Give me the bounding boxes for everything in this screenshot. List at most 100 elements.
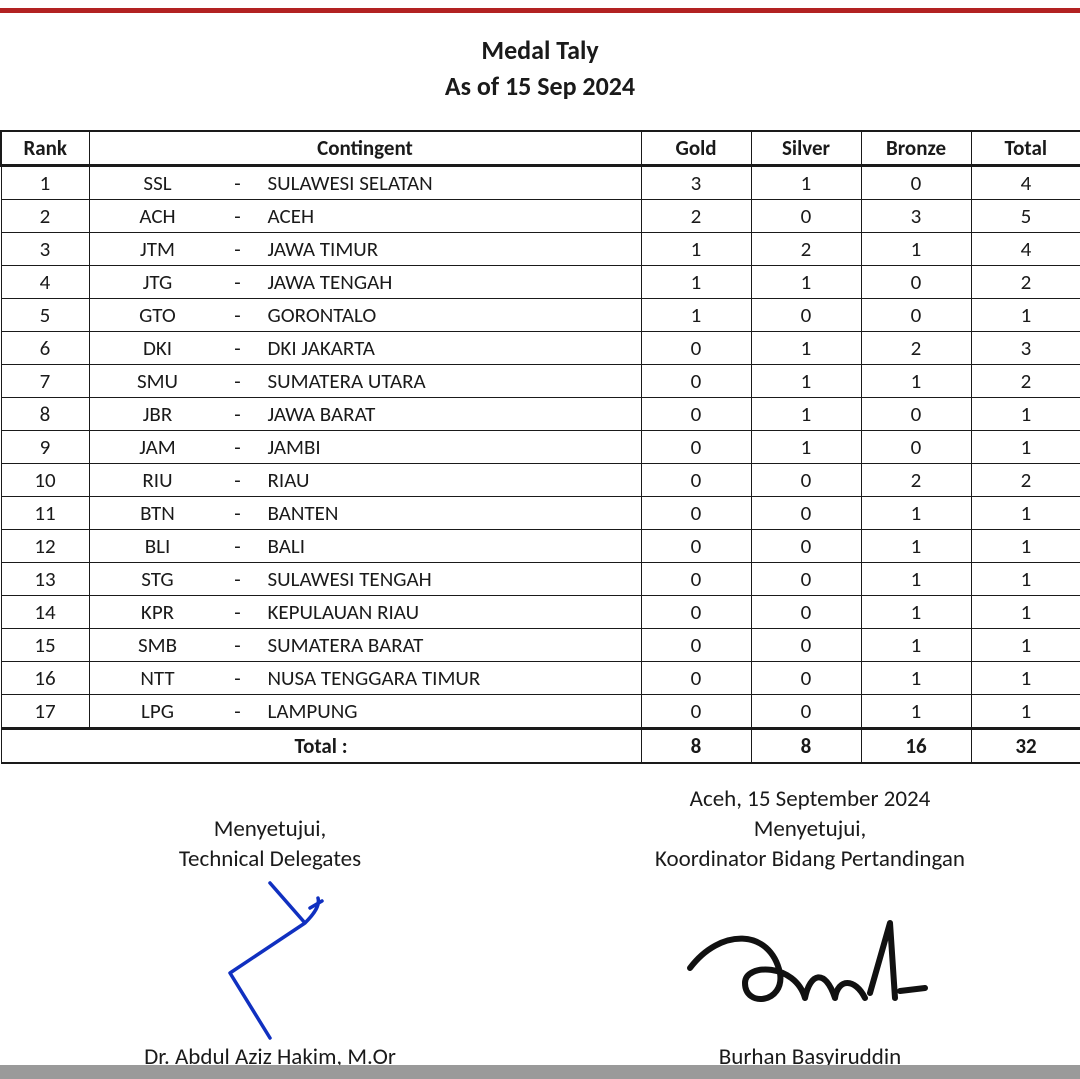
contingent-code: RIU [98,467,218,493]
cell-contingent: JAM-JAMBI [89,431,641,464]
cell-rank: 13 [1,563,89,596]
contingent-dash: - [218,170,258,196]
cell-rank: 14 [1,596,89,629]
contingent-name: JAMBI [258,434,633,460]
contingent-name: LAMPUNG [258,698,633,724]
cell-rank: 5 [1,299,89,332]
cell-rank: 10 [1,464,89,497]
cell-contingent: SMB-SUMATERA BARAT [89,629,641,662]
cell-gold: 0 [641,464,751,497]
cell-bronze: 1 [861,629,971,662]
contingent-dash: - [218,665,258,691]
contingent-code: SSL [98,170,218,196]
document-header: Medal Taly As of 15 Sep 2024 [0,34,1080,102]
cell-bronze: 1 [861,530,971,563]
cell-silver: 0 [751,662,861,695]
table-row: 13STG-SULAWESI TENGAH0011 [1,563,1080,596]
table-row: 10RIU-RIAU0022 [1,464,1080,497]
cell-rank: 15 [1,629,89,662]
cell-silver: 1 [751,365,861,398]
cell-silver: 0 [751,200,861,233]
cell-contingent: BTN-BANTEN [89,497,641,530]
table-row: 6DKI-DKI JAKARTA0123 [1,332,1080,365]
contingent-code: KPR [98,599,218,625]
table-row: 17LPG-LAMPUNG0011 [1,695,1080,729]
cell-gold: 0 [641,596,751,629]
cell-bronze: 1 [861,695,971,729]
contingent-dash: - [218,335,258,361]
cell-total: 1 [971,563,1080,596]
cell-rank: 17 [1,695,89,729]
col-contingent: Contingent [89,131,641,166]
contingent-code: STG [98,566,218,592]
contingent-dash: - [218,269,258,295]
cell-bronze: 0 [861,398,971,431]
contingent-code: LPG [98,698,218,724]
cell-gold: 0 [641,629,751,662]
cell-silver: 1 [751,266,861,299]
cell-contingent: JTM-JAWA TIMUR [89,233,641,266]
cell-gold: 2 [641,200,751,233]
cell-total: 1 [971,431,1080,464]
table-row: 14KPR-KEPULAUAN RIAU0011 [1,596,1080,629]
cell-rank: 8 [1,398,89,431]
total-total: 32 [971,729,1080,764]
cell-gold: 0 [641,563,751,596]
sig-right-role: Koordinator Bidang Pertandingan [551,845,1069,873]
cell-total: 4 [971,233,1080,266]
cell-silver: 1 [751,166,861,200]
contingent-dash: - [218,302,258,328]
cell-rank: 3 [1,233,89,266]
col-rank: Rank [1,131,89,166]
table-row: 2ACH-ACEH2035 [1,200,1080,233]
cell-bronze: 1 [861,563,971,596]
cell-bronze: 1 [861,662,971,695]
page-title: Medal Taly [0,34,1080,66]
table-row: 7SMU-SUMATERA UTARA0112 [1,365,1080,398]
cell-contingent: STG-SULAWESI TENGAH [89,563,641,596]
contingent-code: SMB [98,632,218,658]
contingent-dash: - [218,698,258,724]
sig-left-role: Technical Delegates [11,845,529,873]
sig-left-place-date [11,785,529,813]
cell-silver: 0 [751,596,861,629]
contingent-dash: - [218,368,258,394]
contingent-name: JAWA BARAT [258,401,633,427]
cell-total: 2 [971,266,1080,299]
cell-rank: 7 [1,365,89,398]
cell-gold: 0 [641,431,751,464]
table-row: 9JAM-JAMBI0101 [1,431,1080,464]
contingent-dash: - [218,566,258,592]
signature-left: Menyetujui, Technical Delegates Dr. Abdu… [11,785,529,1071]
cell-rank: 6 [1,332,89,365]
contingent-name: BANTEN [258,500,633,526]
signature-area: Menyetujui, Technical Delegates Dr. Abdu… [0,785,1080,1071]
contingent-code: DKI [98,335,218,361]
contingent-dash: - [218,401,258,427]
contingent-name: SUMATERA BARAT [258,632,633,658]
cell-contingent: DKI-DKI JAKARTA [89,332,641,365]
cell-contingent: JBR-JAWA BARAT [89,398,641,431]
sig-right-approve: Menyetujui, [551,815,1069,843]
table-row: 12BLI-BALI0011 [1,530,1080,563]
contingent-dash: - [218,467,258,493]
contingent-code: BTN [98,500,218,526]
table-total-row: Total : 8 8 16 32 [1,729,1080,764]
cell-total: 1 [971,497,1080,530]
total-label: Total : [1,729,641,764]
contingent-name: BALI [258,533,633,559]
cell-silver: 0 [751,299,861,332]
cell-bronze: 1 [861,497,971,530]
contingent-code: ACH [98,203,218,229]
cell-silver: 0 [751,563,861,596]
cell-contingent: JTG-JAWA TENGAH [89,266,641,299]
cell-gold: 0 [641,530,751,563]
cell-gold: 1 [641,233,751,266]
cell-silver: 2 [751,233,861,266]
contingent-code: SMU [98,368,218,394]
cell-silver: 0 [751,629,861,662]
contingent-code: GTO [98,302,218,328]
total-bronze: 16 [861,729,971,764]
contingent-name: DKI JAKARTA [258,335,633,361]
cell-rank: 9 [1,431,89,464]
